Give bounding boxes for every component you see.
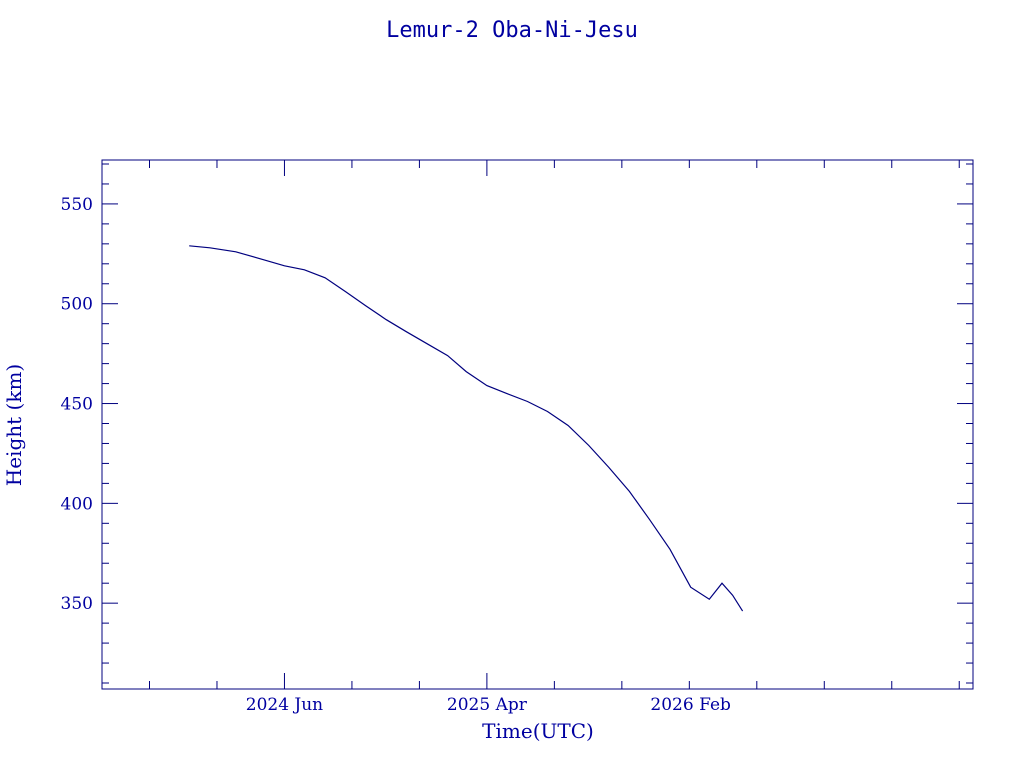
y-tick-label: 550 [61, 195, 93, 215]
plot-frame [101, 159, 974, 690]
x-axis-label: Time(UTC) [482, 719, 594, 743]
y-tick-label: 450 [61, 395, 93, 415]
series-line [189, 245, 744, 612]
y-axis: 350 400 450 500 550 [61, 163, 973, 684]
y-tick-label: 400 [61, 494, 93, 514]
x-axis: 2024 Jun 2025 Apr 2026 Feb [149, 160, 960, 715]
y-axis-label: Height (km) [2, 364, 26, 486]
x-tick-label: 2024 Jun [246, 695, 323, 715]
chart-title: Lemur-2 Oba-Ni-Jesu [386, 18, 638, 43]
y-tick-label: 350 [61, 594, 93, 614]
y-tick-label: 500 [61, 295, 93, 315]
x-tick-label: 2025 Apr [447, 695, 528, 715]
x-tick-label: 2026 Feb [650, 695, 731, 715]
